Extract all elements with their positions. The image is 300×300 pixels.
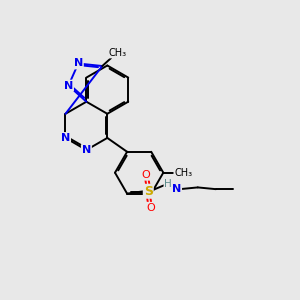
- Text: N: N: [64, 81, 73, 91]
- Text: N: N: [172, 184, 181, 194]
- Text: O: O: [142, 170, 151, 180]
- Text: N: N: [82, 145, 91, 155]
- Text: S: S: [144, 185, 153, 198]
- Text: N: N: [61, 133, 70, 143]
- Text: CH₃: CH₃: [108, 48, 126, 58]
- Text: O: O: [146, 203, 155, 213]
- Text: H: H: [164, 179, 172, 189]
- Text: CH₃: CH₃: [174, 168, 192, 178]
- Text: N: N: [74, 58, 83, 68]
